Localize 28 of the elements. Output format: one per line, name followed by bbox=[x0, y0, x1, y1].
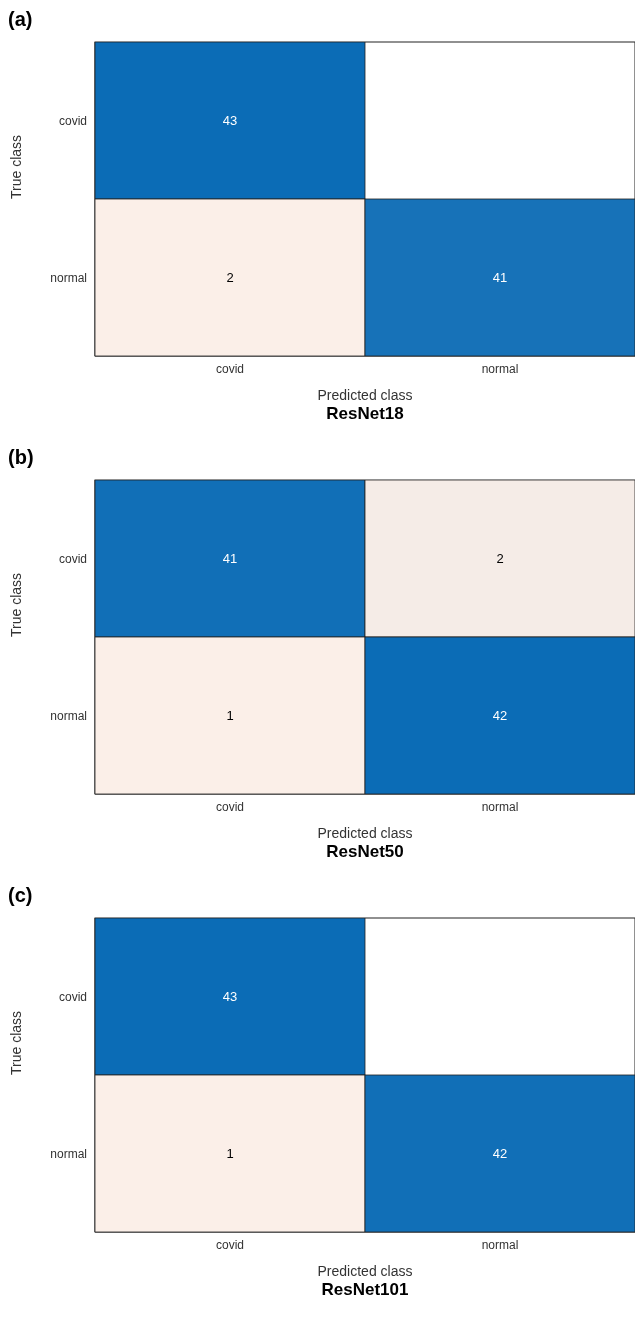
y-tick-label: normal bbox=[50, 270, 87, 285]
data-label: 43 bbox=[222, 113, 238, 128]
data-label: 43 bbox=[222, 989, 238, 1004]
y-tick-label: normal bbox=[50, 708, 87, 723]
y-tick-label: covid bbox=[58, 551, 87, 566]
x-axis-title: Predicted class bbox=[317, 387, 413, 403]
data-label: 41 bbox=[222, 551, 238, 566]
data-label: 42 bbox=[492, 1146, 508, 1161]
data-label: 1 bbox=[226, 708, 234, 723]
chart-title: (b) bbox=[8, 446, 35, 470]
text: ResNet18 bbox=[325, 404, 405, 424]
text: ResNet101 bbox=[320, 1280, 410, 1300]
data-label: 42 bbox=[492, 708, 508, 723]
y-axis-title: True class bbox=[7, 134, 24, 199]
data-label: 2 bbox=[496, 551, 504, 566]
y-tick-label: covid bbox=[58, 113, 87, 128]
data-label: 2 bbox=[226, 270, 234, 285]
y-axis-title: True class bbox=[7, 572, 24, 637]
chart-title: (a) bbox=[8, 8, 34, 32]
x-axis-title: Predicted class bbox=[317, 1263, 413, 1279]
y-tick-label: normal bbox=[50, 1146, 87, 1161]
data-label: 1 bbox=[226, 1146, 234, 1161]
y-axis-title: True class bbox=[7, 1010, 24, 1075]
data-label: 41 bbox=[492, 270, 508, 285]
x-axis-title: Predicted class bbox=[317, 825, 413, 841]
chart-title: (c) bbox=[8, 884, 34, 908]
text: ResNet50 bbox=[325, 842, 405, 862]
y-tick-label: covid bbox=[58, 989, 87, 1004]
